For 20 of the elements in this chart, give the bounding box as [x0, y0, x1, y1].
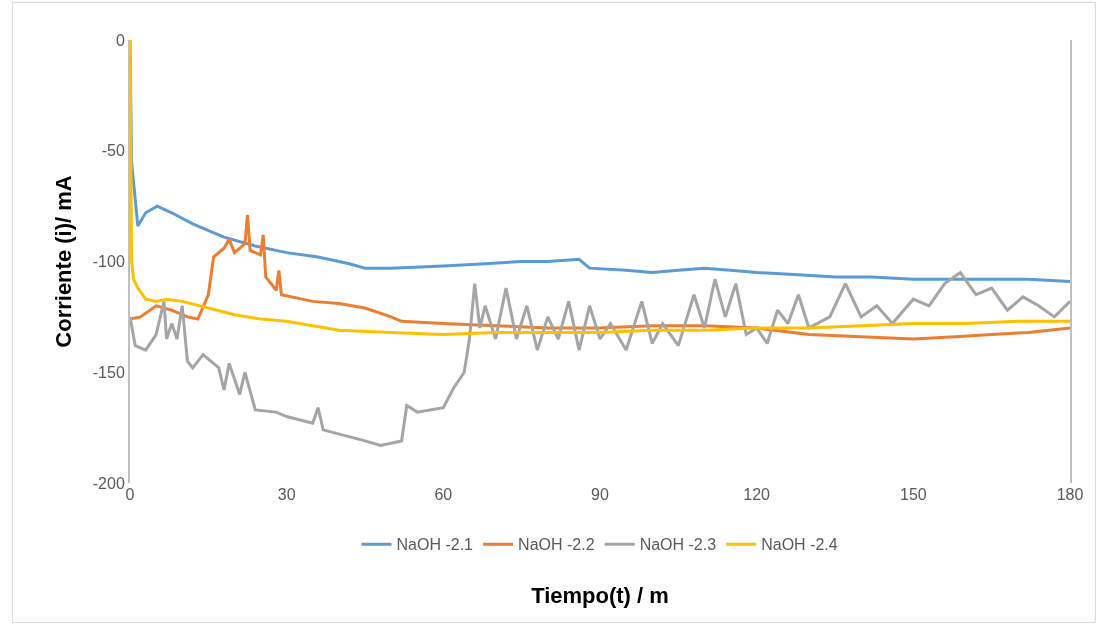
y-tick-label: -150 — [92, 363, 125, 381]
legend-label: NaOH -2.1 — [396, 536, 474, 554]
line-series — [130, 40, 1070, 337]
legend-label: NaOH -2.4 — [761, 536, 838, 554]
y-tick-label: -50 — [101, 142, 125, 160]
y-tick-label: 0 — [115, 31, 125, 49]
y-axis-title: Corriente (i)/ mA — [51, 175, 77, 348]
x-tick-label: 120 — [743, 486, 771, 503]
x-tick-label: 180 — [1056, 486, 1084, 503]
x-tick-label: 60 — [434, 486, 453, 503]
x-tick-label: 90 — [591, 486, 609, 503]
legend-label: NaOH -2.3 — [639, 536, 717, 554]
line-series — [130, 271, 1070, 447]
x-axis-title: Tiempo(t) / m — [531, 582, 669, 608]
x-tick-label: 30 — [277, 486, 296, 503]
y-tick-label: -200 — [92, 474, 125, 492]
line-series — [130, 213, 1070, 341]
legend-label: NaOH -2.2 — [518, 536, 595, 554]
y-tick-label: -100 — [92, 253, 125, 271]
x-tick-label: 150 — [899, 486, 927, 503]
